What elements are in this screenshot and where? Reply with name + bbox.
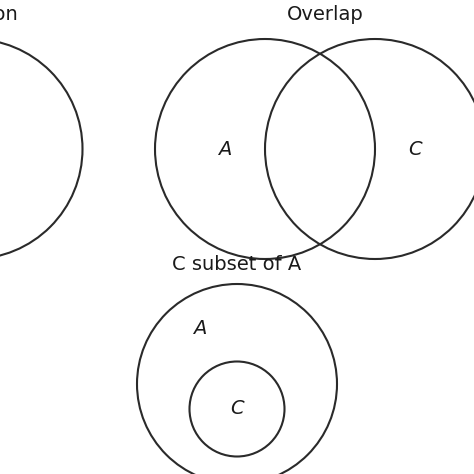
Text: C subset of A: C subset of A <box>173 255 301 273</box>
Text: Exclusion: Exclusion <box>0 4 18 24</box>
Text: C: C <box>230 400 244 419</box>
Text: A: A <box>219 139 232 158</box>
Text: A: A <box>193 319 207 338</box>
Text: C: C <box>408 139 422 158</box>
Text: Overlap: Overlap <box>287 4 364 24</box>
